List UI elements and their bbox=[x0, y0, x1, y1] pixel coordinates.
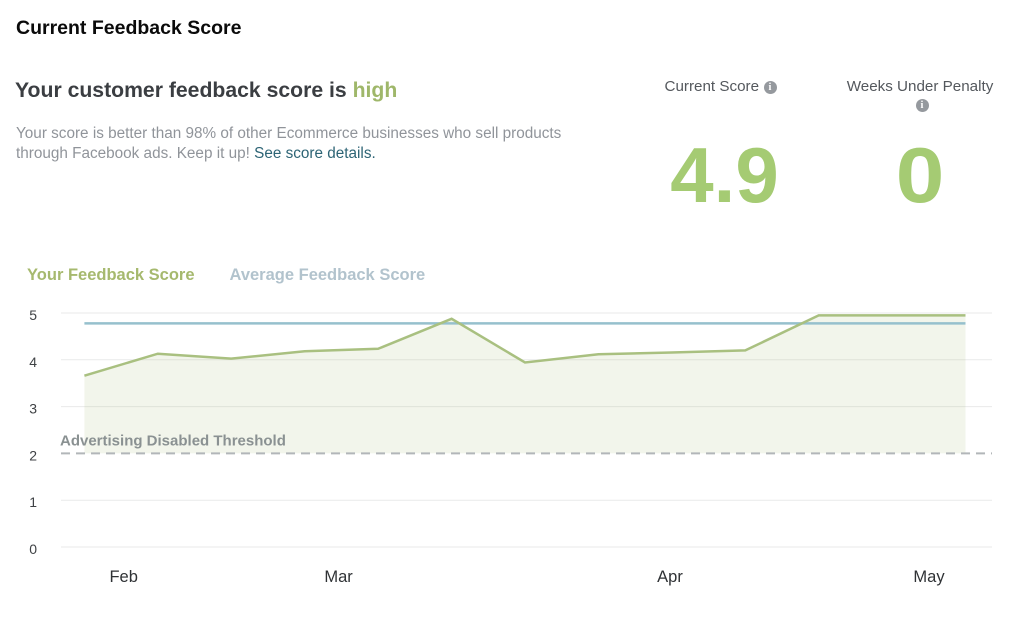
svg-text:May: May bbox=[913, 568, 945, 586]
svg-text:3: 3 bbox=[29, 401, 37, 417]
svg-text:Apr: Apr bbox=[657, 568, 683, 586]
svg-text:2: 2 bbox=[29, 447, 37, 463]
svg-text:Feb: Feb bbox=[109, 568, 137, 586]
svg-text:5: 5 bbox=[29, 307, 37, 323]
svg-text:1: 1 bbox=[29, 494, 37, 510]
svg-text:0: 0 bbox=[29, 541, 37, 557]
svg-text:Advertising Disabled Threshold: Advertising Disabled Threshold bbox=[60, 433, 286, 450]
svg-text:Mar: Mar bbox=[324, 568, 353, 586]
svg-text:4: 4 bbox=[29, 354, 37, 370]
